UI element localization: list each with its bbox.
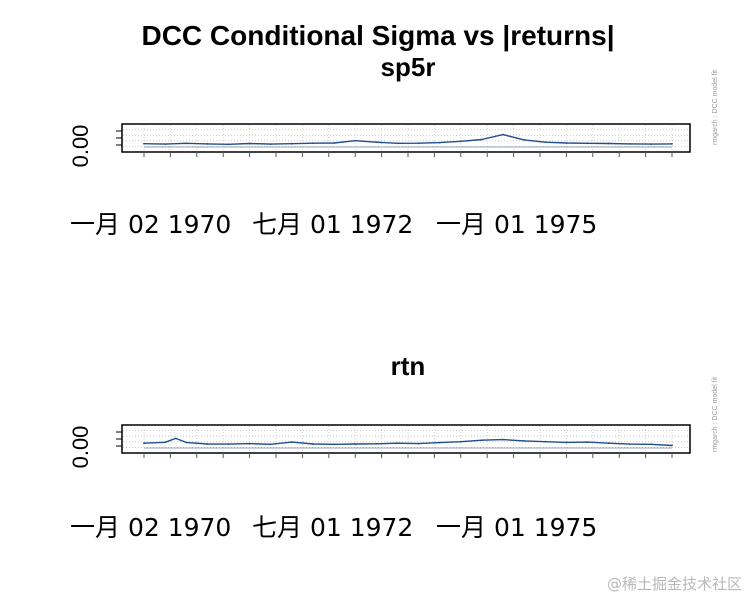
data-point	[417, 442, 420, 445]
data-point	[523, 440, 526, 442]
data-point	[269, 143, 272, 146]
series-group-sp5r	[143, 133, 673, 148]
data-point	[206, 143, 209, 145]
data-point	[248, 442, 251, 445]
data-point	[459, 140, 462, 143]
data-point	[333, 443, 335, 446]
data-point	[396, 442, 399, 445]
data-point	[565, 142, 568, 144]
data-point	[502, 438, 504, 441]
panel-title-sp5r: sp5r	[381, 52, 436, 82]
data-point	[312, 142, 314, 145]
watermark: @稀土掘金技术社区	[606, 575, 742, 593]
series-group-rtn	[143, 437, 673, 449]
data-point	[586, 441, 589, 443]
data-point	[417, 142, 420, 145]
data-point	[502, 133, 504, 136]
y-tick-label-sp5r: 0.00	[68, 125, 93, 168]
data-point	[333, 142, 335, 144]
data-point	[607, 442, 610, 445]
data-point	[438, 441, 441, 444]
data-point	[206, 443, 209, 445]
panel-title-rtn: rtn	[391, 351, 426, 381]
data-point	[290, 142, 293, 145]
data-point	[628, 143, 631, 145]
data-point	[650, 143, 652, 146]
data-point	[227, 143, 230, 146]
data-point	[565, 441, 568, 444]
side-note-rtn: rmgarch : DCC model fit	[712, 377, 719, 452]
data-point	[459, 440, 462, 443]
data-point	[354, 443, 357, 445]
panel-rtn: rtn 0.00 一月 02 1970 七月 01 1972 一月 01 197…	[68, 351, 719, 542]
x-tick-label-sp5r-3: 一月 01 1975	[436, 210, 597, 239]
data-point	[544, 440, 547, 443]
data-point	[650, 443, 652, 446]
y-tick-label-rtn: 0.00	[68, 426, 93, 469]
panel-sp5r: sp5r 0.00 一月 02 1970 七月 01 1972 一月 01 19…	[68, 52, 719, 239]
data-point	[523, 139, 526, 141]
data-point	[481, 439, 483, 442]
plot-area-rtn	[121, 424, 691, 454]
x-tick-label-rtn-2: 七月 01 1972	[252, 513, 413, 542]
x-tick-label-sp5r-1: 一月 02 1970	[70, 210, 231, 239]
data-point	[185, 142, 188, 145]
data-point	[607, 142, 610, 145]
data-point	[544, 141, 547, 144]
x-ticks-sp5r	[143, 152, 673, 157]
x-tick-label-sp5r-2: 七月 01 1972	[252, 210, 413, 239]
data-point	[164, 143, 167, 146]
series-line-0-0	[143, 133, 673, 146]
data-point	[312, 443, 314, 445]
data-point	[671, 143, 673, 145]
data-point	[143, 142, 145, 145]
x-tick-label-rtn-1: 一月 02 1970	[70, 513, 231, 542]
data-point	[227, 443, 230, 445]
data-point	[438, 141, 441, 144]
data-point	[290, 441, 293, 443]
data-point	[375, 442, 378, 445]
x-tick-label-rtn-3: 一月 01 1975	[436, 513, 597, 542]
chart-title: DCC Conditional Sigma vs |returns|	[141, 20, 614, 51]
data-point	[628, 443, 631, 445]
data-point	[375, 141, 378, 144]
data-point	[671, 444, 673, 447]
data-point	[481, 138, 483, 141]
side-note-sp5r: rmgarch : DCC model fit	[712, 70, 719, 145]
data-point	[143, 442, 145, 445]
data-point	[396, 142, 399, 145]
data-point	[586, 142, 589, 145]
x-ticks-rtn	[143, 453, 673, 458]
data-point	[185, 441, 188, 444]
data-point	[354, 139, 357, 142]
data-point	[174, 437, 177, 440]
plot-area-sp5r	[121, 123, 691, 153]
data-point	[248, 142, 251, 145]
data-point	[164, 441, 167, 444]
data-point	[269, 443, 272, 446]
